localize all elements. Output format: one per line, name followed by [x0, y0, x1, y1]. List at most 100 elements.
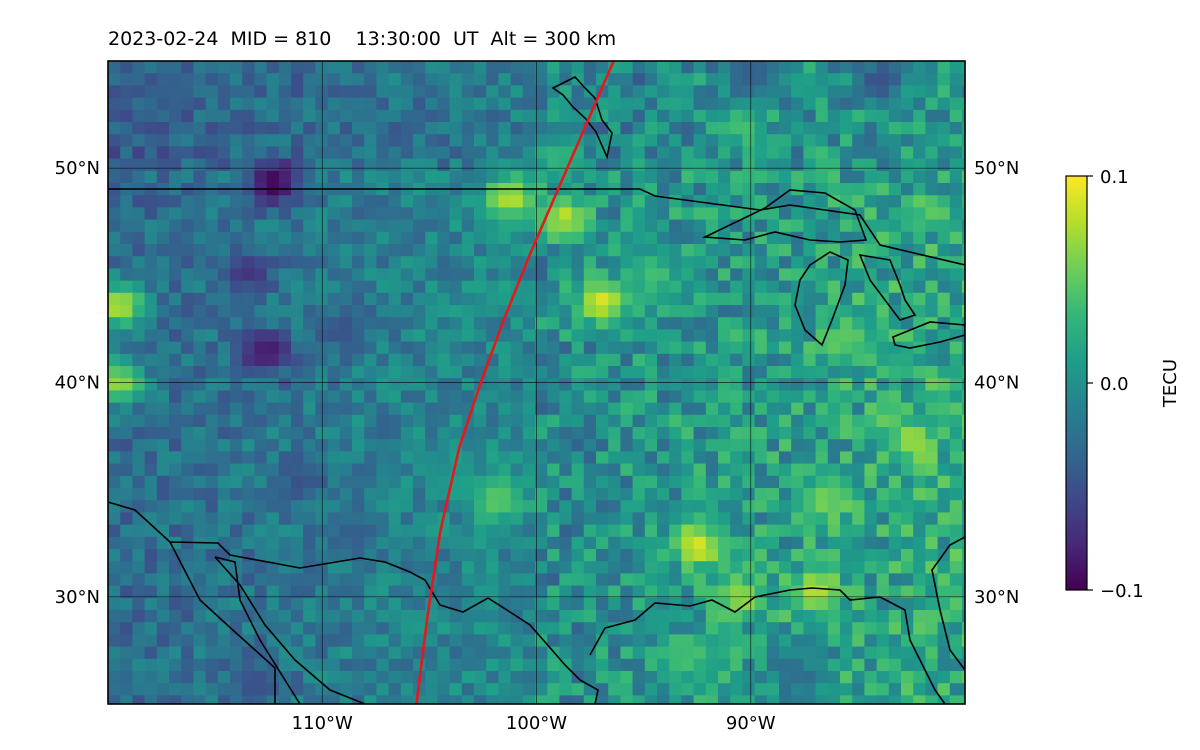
- x-tick-label: 90°W: [726, 713, 776, 734]
- tec-cell: [766, 597, 780, 611]
- tec-cell: [718, 256, 731, 269]
- tec-cell: [815, 170, 829, 184]
- tec-cell: [962, 549, 965, 562]
- tec-cell: [596, 170, 609, 184]
- tec-cell: [596, 451, 609, 465]
- tec-cell: [766, 500, 780, 513]
- tec-cell: [474, 73, 487, 86]
- tec-cell: [718, 414, 731, 428]
- tec-cell: [352, 109, 365, 123]
- tec-cell: [669, 683, 682, 696]
- tec-cell: [681, 561, 695, 574]
- tec-cell: [132, 73, 146, 86]
- tec-cell: [864, 207, 878, 221]
- tec-cell: [827, 646, 841, 660]
- tec-cell: [779, 183, 792, 196]
- tec-cell: [352, 536, 365, 550]
- tec-cell: [864, 353, 878, 367]
- tec-cell: [535, 549, 548, 562]
- tec-cell: [620, 219, 634, 233]
- tec-cell: [657, 122, 670, 135]
- tec-cell: [437, 329, 451, 343]
- tec-cell: [461, 268, 475, 282]
- tec-cell: [205, 683, 219, 696]
- tec-cell: [461, 292, 475, 306]
- tec-cell: [791, 366, 804, 379]
- tec-cell: [169, 305, 182, 318]
- tec-cell: [620, 244, 634, 257]
- tec-cell: [815, 549, 829, 562]
- tec-cell: [278, 439, 292, 452]
- tec-cell: [644, 207, 658, 221]
- tec-cell: [266, 695, 280, 704]
- tec-cell: [461, 97, 475, 111]
- tec-cell: [156, 549, 170, 562]
- tec-cell: [400, 378, 414, 391]
- tec-cell: [498, 256, 512, 269]
- tec-cell: [120, 439, 133, 452]
- tec-cell: [413, 488, 426, 501]
- tec-cell: [852, 268, 865, 282]
- tec-cell: [510, 97, 524, 111]
- tec-cell: [876, 427, 890, 440]
- tec-cell: [266, 451, 280, 465]
- tec-cell: [925, 366, 939, 379]
- tec-cell: [364, 463, 377, 477]
- tec-cell: [742, 585, 756, 599]
- tec-cell: [535, 390, 548, 404]
- tec-cell: [547, 573, 560, 587]
- tec-cell: [217, 341, 231, 355]
- tec-cell: [120, 536, 133, 550]
- tec-cell: [657, 280, 670, 294]
- tec-cell: [754, 402, 768, 416]
- tec-cell: [937, 402, 951, 416]
- tec-cell: [583, 268, 597, 282]
- tec-cell: [827, 85, 841, 99]
- tec-cell: [230, 427, 243, 440]
- tec-cell: [169, 97, 182, 111]
- tec-cell: [461, 353, 475, 367]
- tec-cell: [705, 146, 719, 160]
- tec-cell: [657, 695, 670, 704]
- tec-cell: [766, 183, 780, 196]
- tec-cell: [559, 597, 573, 611]
- tec-cell: [864, 671, 878, 684]
- tec-cell: [242, 475, 255, 489]
- tec-cell: [474, 219, 487, 233]
- tec-cell: [779, 134, 792, 147]
- tec-cell: [132, 61, 146, 74]
- tec-cell: [791, 646, 804, 660]
- tec-cell: [754, 439, 768, 452]
- tec-cell: [181, 268, 194, 282]
- tec-cell: [205, 451, 219, 465]
- tec-cell: [754, 366, 768, 379]
- tec-cell: [230, 414, 243, 428]
- tec-cell: [108, 512, 121, 526]
- tec-cell: [571, 439, 585, 452]
- tec-cell: [779, 207, 792, 221]
- tec-cell: [571, 683, 585, 696]
- tec-cell: [425, 439, 438, 452]
- tec-cell: [522, 646, 536, 660]
- tec-cell: [644, 244, 658, 257]
- tec-cell: [559, 231, 573, 245]
- tec-cell: [437, 146, 451, 160]
- tec-cell: [766, 634, 780, 648]
- tec-cell: [425, 695, 438, 704]
- tec-cell: [632, 549, 646, 562]
- tec-cell: [803, 268, 817, 282]
- tec-cell: [144, 280, 158, 294]
- tec-cell: [449, 500, 463, 513]
- tec-cell: [400, 268, 414, 282]
- tec-cell: [364, 170, 377, 184]
- tec-cell: [205, 695, 219, 704]
- tec-cell: [730, 61, 743, 74]
- tec-cell: [632, 622, 646, 635]
- tec-cell: [217, 610, 231, 623]
- tec-cell: [583, 585, 597, 599]
- tec-cell: [291, 695, 304, 704]
- tec-cell: [559, 402, 573, 416]
- tec-cell: [583, 390, 597, 404]
- y-tick-label-right: 50°N: [974, 158, 1019, 179]
- tec-cell: [144, 268, 158, 282]
